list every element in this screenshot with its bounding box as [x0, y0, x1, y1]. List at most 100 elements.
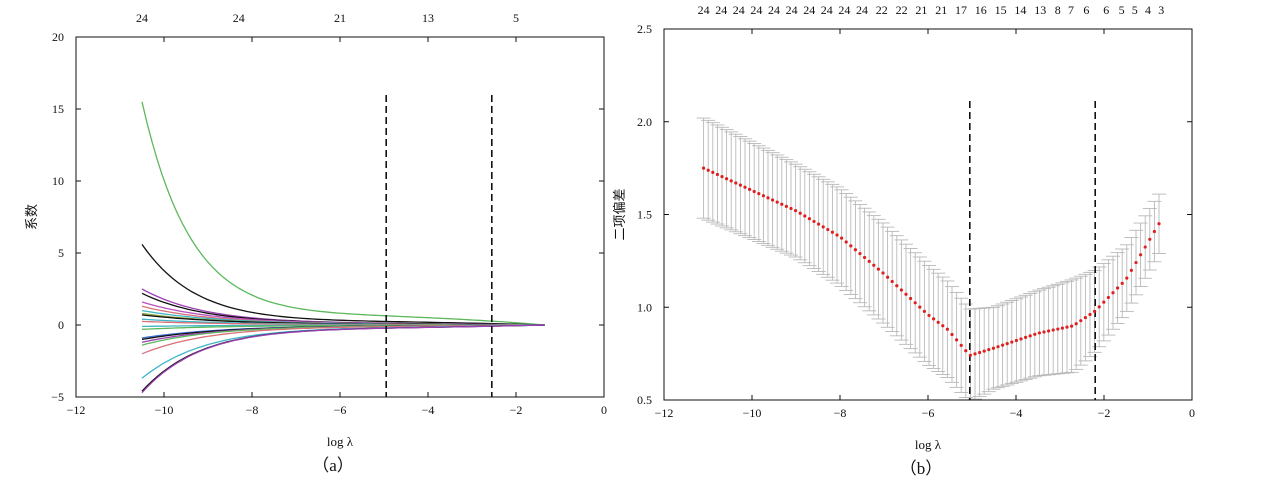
y-axis-ticks: −5 0 5 10 15 20 — [51, 30, 604, 404]
deviance-point — [720, 175, 724, 179]
deviance-point — [780, 202, 784, 206]
deviance-point — [1014, 338, 1019, 343]
deviance-point — [798, 211, 802, 215]
y-tick-label: 0 — [58, 318, 64, 332]
deviance-point — [895, 284, 899, 288]
top-axis-count: 5 — [1132, 3, 1138, 17]
deviance-point — [729, 179, 733, 183]
top-axis-count: 7 — [1068, 3, 1074, 17]
top-axis-count: 21 — [915, 3, 927, 17]
deviance-point — [1024, 335, 1028, 340]
top-axis-count: 8 — [1055, 3, 1061, 17]
deviance-point — [826, 227, 830, 232]
y-tick-label: 10 — [52, 174, 64, 188]
top-axis-count: 5 — [513, 11, 519, 25]
coefficient-path-lines — [141, 101, 545, 394]
top-axis-count: 21 — [334, 11, 346, 25]
deviance-point — [1019, 337, 1023, 341]
deviance-point — [886, 275, 890, 279]
top-axis-count: 3 — [1158, 3, 1164, 17]
x-tick-label: −12 — [655, 406, 674, 420]
x-tick-label: 0 — [1189, 406, 1195, 420]
deviance-point — [743, 185, 747, 189]
deviance-point — [1065, 325, 1069, 329]
x-tick-label: −8 — [834, 406, 847, 420]
deviance-point — [959, 343, 963, 347]
y-tick-label: 15 — [52, 102, 64, 116]
top-axis-count: 24 — [715, 3, 727, 17]
deviance-point — [973, 352, 977, 356]
y-tick-label: 20 — [52, 30, 64, 44]
deviance-point — [1106, 295, 1110, 300]
coefficient-path — [141, 244, 545, 326]
coefficient-path-panel: −12 −10 −8 −6 −4 −2 0 −5 0 5 10 15 20 24 24 21 13 5 log… — [24, 11, 607, 475]
coefficient-path — [141, 324, 545, 394]
deviance-point — [909, 296, 913, 301]
deviance-point — [803, 214, 807, 218]
y-axis-label: 系数 — [24, 204, 39, 230]
deviance-point — [1111, 291, 1115, 295]
top-axis-count: 15 — [995, 3, 1007, 17]
panel-label: （a） — [312, 456, 354, 475]
deviance-point — [766, 196, 770, 200]
x-axis-ticks: −12 −10 −8 −6 −4 −2 0 — [655, 29, 1195, 420]
top-axis-count: 22 — [876, 3, 888, 17]
top-axis-count: 24 — [750, 3, 762, 17]
top-axis-count: 24 — [768, 3, 780, 17]
deviance-point — [1143, 245, 1147, 249]
y-tick-label: 2.5 — [637, 22, 652, 36]
deviance-point — [1083, 315, 1087, 320]
lambda-reference-lines — [385, 95, 493, 397]
deviance-point — [1102, 300, 1106, 304]
deviance-point — [927, 313, 931, 318]
top-axis-count: 24 — [136, 11, 148, 25]
deviance-point — [711, 170, 715, 174]
deviance-point — [1148, 237, 1152, 241]
top-axis-count: 14 — [1014, 3, 1026, 17]
deviance-point — [853, 248, 858, 252]
cross-validation-panel: −12 −10 −8 −6 −4 −2 0 0.51.01.52.02.5 24 24 24 24… — [612, 3, 1195, 478]
deviance-point — [725, 177, 729, 181]
x-tick-label: −10 — [743, 406, 762, 420]
deviance-point — [936, 320, 940, 324]
top-axis-count: 24 — [856, 3, 868, 17]
deviance-point — [821, 225, 825, 229]
x-tick-label: −10 — [155, 403, 174, 417]
deviance-point — [890, 279, 894, 284]
y-tick-label: 1.5 — [637, 208, 652, 222]
deviance-point — [899, 288, 904, 292]
y-tick-label: 5 — [58, 246, 64, 260]
top-axis-count: 24 — [698, 3, 710, 17]
deviance-point — [738, 183, 743, 187]
deviance-point — [876, 267, 881, 271]
x-tick-label: −12 — [67, 403, 86, 417]
deviance-point — [840, 236, 844, 240]
deviance-point — [881, 271, 885, 275]
y-tick-label: 0.5 — [637, 393, 652, 407]
deviance-point — [752, 189, 756, 194]
deviance-point — [761, 194, 766, 198]
deviance-point — [1134, 260, 1138, 265]
lambda-reference-lines — [968, 101, 1096, 400]
deviance-point — [945, 327, 950, 331]
top-axis-count: 17 — [955, 3, 967, 17]
deviance-point — [1125, 276, 1129, 280]
y-tick-label: 2.0 — [637, 115, 652, 129]
x-tick-label: −6 — [922, 406, 935, 420]
deviance-point — [1139, 253, 1143, 257]
deviance-point — [1005, 342, 1009, 346]
top-axis-count: 21 — [935, 3, 947, 17]
top-axis-count: 6 — [1103, 3, 1109, 17]
deviance-point — [748, 187, 752, 191]
deviance-point — [1120, 281, 1124, 285]
deviance-point — [858, 252, 862, 256]
coefficient-path — [141, 101, 545, 326]
x-tick-label: −4 — [422, 403, 435, 417]
x-tick-label: −8 — [246, 403, 259, 417]
deviance-point — [784, 204, 789, 208]
deviance-point — [863, 255, 867, 260]
deviance-point — [1056, 327, 1060, 331]
deviance-point — [1047, 329, 1051, 333]
deviance-point — [1088, 312, 1092, 317]
